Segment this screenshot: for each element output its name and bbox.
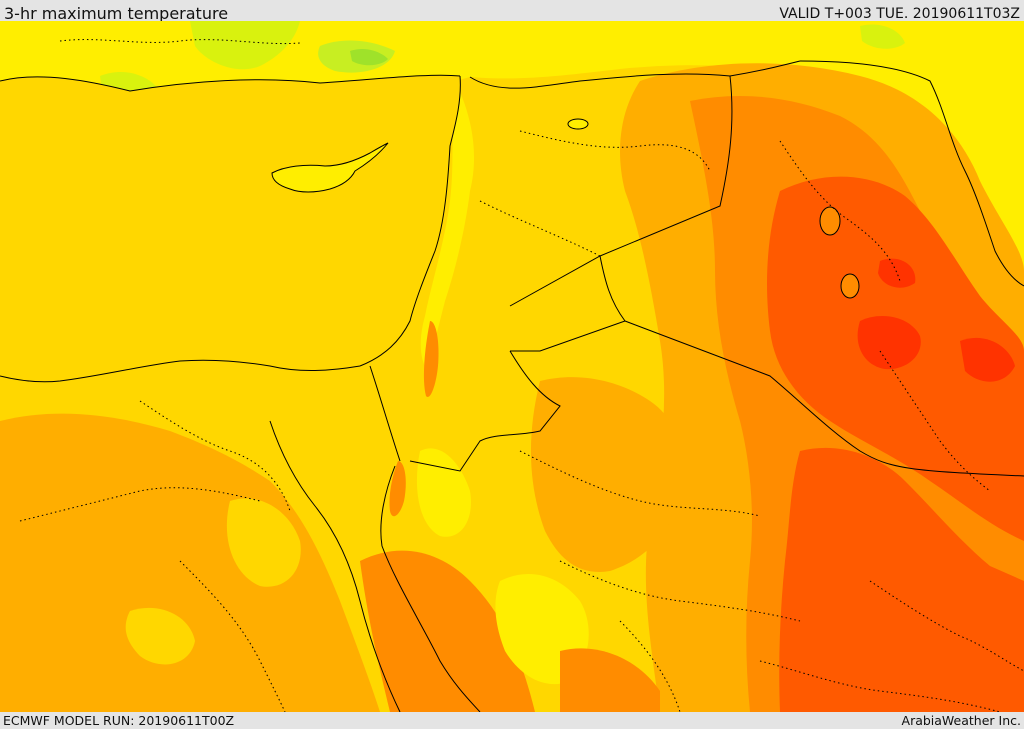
- green-patch: [190, 21, 300, 70]
- province-border: [179, 560, 286, 712]
- saudi-orange-patch: [560, 648, 660, 712]
- valid-time-label: VALID T+003 TUE. 20190611T03Z: [779, 6, 1020, 22]
- gulf-of-suez-coast: [269, 420, 401, 712]
- coastlines: [0, 74, 481, 712]
- province-border: [479, 200, 601, 257]
- jordan-iraq-border: [510, 255, 626, 352]
- north-africa-coast: [0, 359, 361, 383]
- egypt-gold-patch: [125, 607, 195, 665]
- country-borders: [369, 60, 1024, 477]
- iraq-iran-border: [799, 60, 1024, 287]
- aqaba-hot-strip: [389, 461, 406, 517]
- map-header: 3-hr maximum temperature VALID T+003 TUE…: [0, 0, 1024, 23]
- levant-yellow-strip: [420, 81, 475, 371]
- map-title: 3-hr maximum temperature: [4, 4, 229, 23]
- province-border: [619, 620, 681, 712]
- iraq-saudi-border: [624, 320, 1024, 477]
- cyprus-island: [271, 142, 389, 193]
- province-border: [59, 39, 301, 45]
- province-borders: [19, 39, 1024, 712]
- levant-coast: [359, 75, 461, 367]
- province-border: [19, 487, 261, 522]
- turkey-syria-border: [469, 60, 801, 89]
- turkey-coast: [0, 74, 461, 92]
- province-border: [519, 450, 761, 517]
- province-border: [139, 400, 291, 512]
- mediterranean-sea: [0, 75, 461, 382]
- syria-iraq-border: [509, 75, 733, 307]
- egypt-israel-border: [369, 365, 401, 462]
- credit-label: ArabiaWeather Inc.: [901, 713, 1021, 728]
- hejaz-orange-zone: [360, 550, 535, 712]
- red-sea-east-coast: [380, 465, 481, 712]
- lake: [840, 273, 860, 299]
- temperature-map-canvas: [0, 21, 1024, 712]
- hot-spot: [857, 316, 921, 370]
- map-footer: ECMWF MODEL RUN: 20190611T00Z ArabiaWeat…: [0, 712, 1024, 729]
- lake: [819, 206, 841, 236]
- lake: [567, 118, 589, 130]
- temperature-map: [0, 21, 1024, 712]
- hot-spot: [960, 337, 1015, 382]
- egypt-gold-patch: [226, 498, 301, 587]
- province-border: [559, 560, 801, 622]
- green-patch: [860, 24, 905, 49]
- province-border: [759, 660, 1001, 712]
- egypt-orange-light-zone: [0, 413, 380, 712]
- jordan-saudi-border: [409, 350, 561, 472]
- model-run-label: ECMWF MODEL RUN: 20190611T00Z: [3, 713, 235, 728]
- hot-spot: [878, 258, 916, 288]
- jordan-orange-light-zone: [530, 377, 684, 572]
- jordan-valley-hot-strip: [423, 321, 439, 397]
- green-patch: [350, 48, 388, 66]
- province-border: [879, 350, 991, 492]
- gulf-orange-red-zone: [779, 447, 1024, 712]
- province-border: [519, 130, 711, 172]
